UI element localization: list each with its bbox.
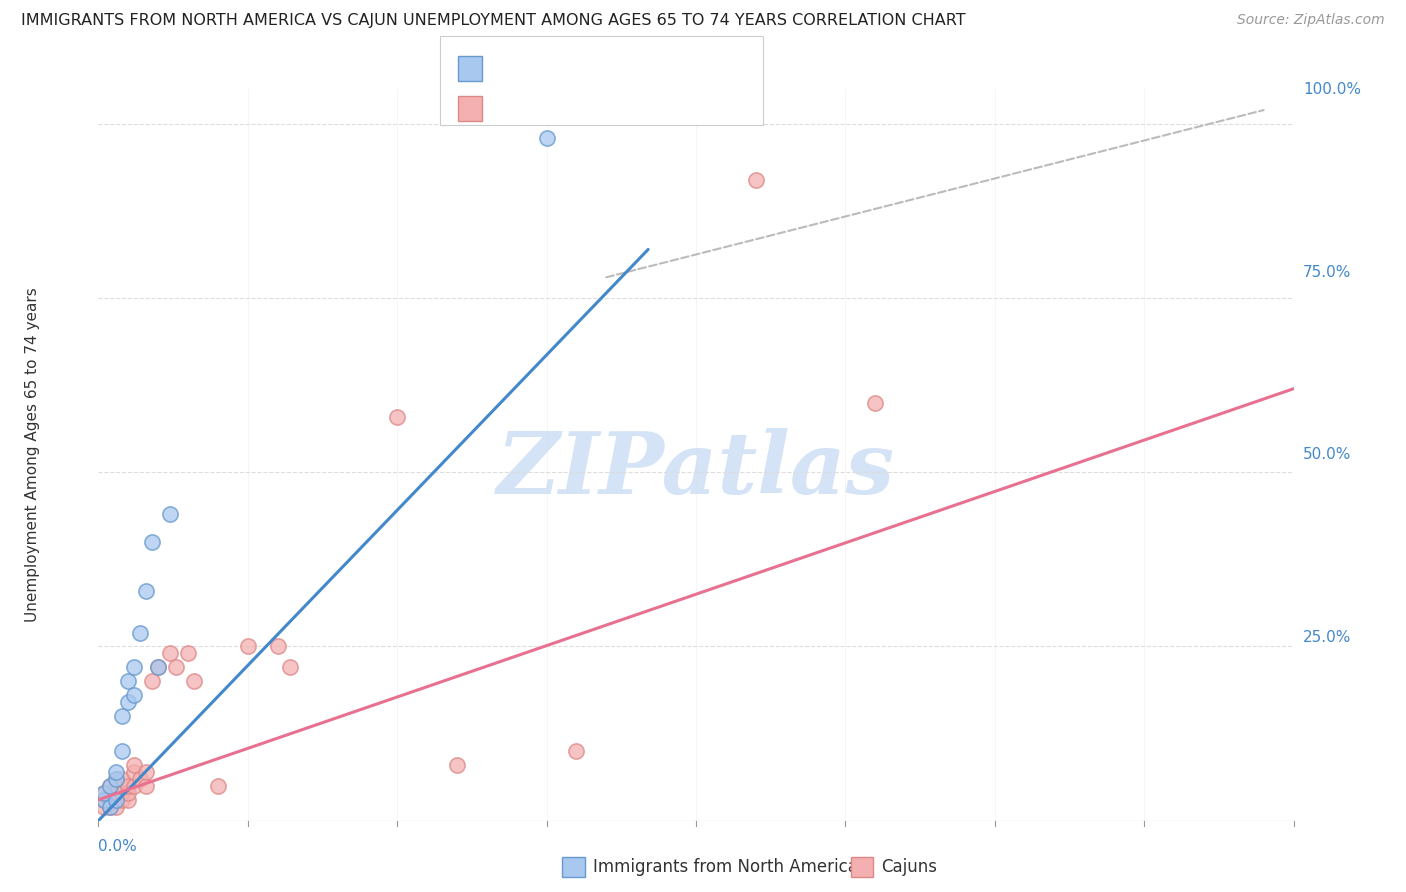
Point	[98, 779, 122, 793]
Point	[148, 660, 170, 674]
Point	[745, 173, 768, 187]
Point	[385, 409, 409, 424]
Point	[93, 799, 115, 814]
Point	[135, 779, 157, 793]
Point	[124, 688, 146, 702]
Point	[93, 786, 115, 800]
Point	[105, 772, 128, 786]
Point	[105, 786, 128, 800]
Point	[111, 709, 134, 723]
Point	[105, 799, 128, 814]
Point	[111, 744, 134, 758]
Point	[124, 660, 146, 674]
Point	[148, 660, 170, 674]
Point	[236, 640, 259, 654]
Point	[267, 640, 290, 654]
Point	[111, 772, 134, 786]
Text: Cajuns: Cajuns	[882, 858, 938, 876]
Text: R = 0.593: R = 0.593	[491, 99, 582, 118]
Point	[117, 674, 139, 689]
Text: Unemployment Among Ages 65 to 74 years: Unemployment Among Ages 65 to 74 years	[25, 287, 41, 623]
Text: Immigrants from North America: Immigrants from North America	[593, 858, 858, 876]
Text: 100.0%: 100.0%	[1303, 82, 1361, 96]
Point	[159, 507, 181, 521]
Point	[93, 793, 115, 807]
Point	[124, 779, 146, 793]
Text: IMMIGRANTS FROM NORTH AMERICA VS CAJUN UNEMPLOYMENT AMONG AGES 65 TO 74 YEARS CO: IMMIGRANTS FROM NORTH AMERICA VS CAJUN U…	[21, 13, 966, 29]
Point	[105, 772, 128, 786]
Point	[135, 764, 157, 779]
Point	[446, 758, 468, 772]
Point	[159, 647, 181, 661]
Point	[98, 799, 122, 814]
Point	[135, 583, 157, 598]
Point	[105, 793, 128, 807]
Point	[117, 779, 139, 793]
Point	[124, 758, 146, 772]
Point	[536, 131, 558, 145]
Text: 0.0%: 0.0%	[98, 838, 138, 854]
Point	[98, 799, 122, 814]
Point	[141, 535, 163, 549]
Text: 50.0%: 50.0%	[1303, 448, 1351, 462]
Point	[111, 793, 134, 807]
Text: N = 37: N = 37	[602, 99, 664, 118]
Point	[207, 779, 229, 793]
Point	[117, 786, 139, 800]
Point	[117, 695, 139, 709]
Text: R = 0.832: R = 0.832	[491, 59, 582, 78]
Point	[93, 786, 115, 800]
Point	[141, 674, 163, 689]
Point	[98, 779, 122, 793]
Point	[129, 625, 152, 640]
Point	[865, 395, 887, 409]
Text: 75.0%: 75.0%	[1303, 265, 1351, 279]
Point	[165, 660, 187, 674]
Point	[105, 793, 128, 807]
Point	[278, 660, 301, 674]
Point	[93, 793, 115, 807]
Text: N = 19: N = 19	[602, 59, 664, 78]
Text: 25.0%: 25.0%	[1303, 631, 1351, 645]
Point	[105, 764, 128, 779]
Point	[565, 744, 588, 758]
Point	[129, 772, 152, 786]
Text: ZIPatlas: ZIPatlas	[496, 428, 896, 511]
Point	[183, 674, 205, 689]
Text: Source: ZipAtlas.com: Source: ZipAtlas.com	[1237, 13, 1385, 28]
Point	[98, 793, 122, 807]
Point	[124, 764, 146, 779]
Point	[111, 786, 134, 800]
Point	[177, 647, 200, 661]
Point	[117, 793, 139, 807]
